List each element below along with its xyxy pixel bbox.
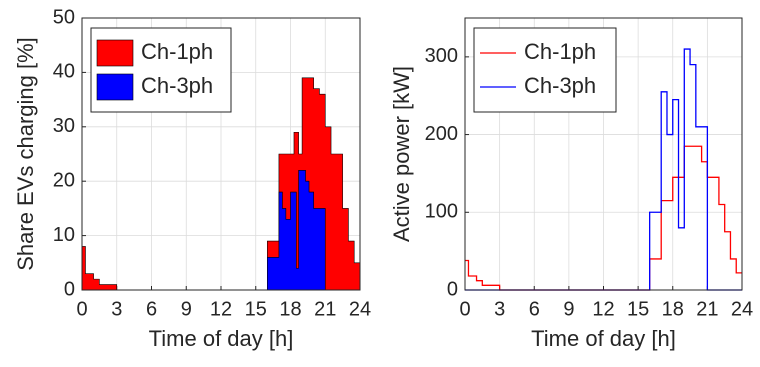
x-tick-label: 24 bbox=[731, 298, 753, 320]
x-tick-label: 3 bbox=[111, 298, 122, 320]
y-tick-label: 20 bbox=[53, 169, 75, 191]
y-tick-label: 300 bbox=[425, 45, 458, 67]
legend-label: Ch-1ph bbox=[524, 39, 596, 64]
legend-label: Ch-3ph bbox=[141, 73, 213, 98]
y-tick-label: 50 bbox=[53, 6, 75, 28]
x-tick-label: 9 bbox=[181, 298, 192, 320]
y-axis-label: Share EVs charging [%] bbox=[13, 37, 38, 271]
x-axis-label: Time of day [h] bbox=[149, 326, 294, 351]
y-tick-label: 30 bbox=[53, 115, 75, 137]
legend-swatch bbox=[96, 39, 134, 67]
y-tick-label: 200 bbox=[425, 123, 458, 145]
x-tick-label: 18 bbox=[662, 298, 684, 320]
chart: 0 3 6 9 12 15 18 21 24 0 10 20 30 40 50 Time of day [h]… bbox=[13, 6, 371, 351]
x-tick-label: 24 bbox=[349, 298, 371, 320]
x-tick-label: 3 bbox=[494, 298, 505, 320]
x-tick-label: 21 bbox=[696, 298, 718, 320]
legend-box bbox=[473, 27, 617, 113]
legend-label: Ch-1ph bbox=[141, 39, 213, 64]
legend-swatch bbox=[96, 73, 134, 101]
x-tick-label: 0 bbox=[76, 298, 87, 320]
x-tick-label: 0 bbox=[459, 298, 470, 320]
y-axis-label: Active power [kW] bbox=[389, 66, 414, 242]
axes-box bbox=[81, 17, 361, 291]
x-tick-label: 12 bbox=[210, 298, 232, 320]
x-tick-label: 6 bbox=[146, 298, 157, 320]
x-tick-label: 15 bbox=[245, 298, 267, 320]
chart: 0 3 6 9 12 15 18 21 24 0 100 200 300 Time of day [h] A… bbox=[389, 17, 753, 351]
x-tick-label: 9 bbox=[563, 298, 574, 320]
x-tick-label: 12 bbox=[592, 298, 614, 320]
y-tick-label: 40 bbox=[53, 61, 75, 83]
axes-box bbox=[464, 17, 743, 291]
legend-label: Ch-3ph bbox=[524, 73, 596, 98]
y-tick-label: 0 bbox=[64, 278, 75, 300]
x-tick-label: 21 bbox=[314, 298, 336, 320]
y-tick-label: 0 bbox=[447, 278, 458, 300]
legend: Ch-1ph Ch-3ph bbox=[90, 27, 232, 113]
y-tick-label: 100 bbox=[425, 201, 458, 223]
legend: Ch-1ph Ch-3ph bbox=[473, 27, 617, 113]
x-tick-label: 6 bbox=[529, 298, 540, 320]
y-tick-label: 10 bbox=[53, 224, 75, 246]
x-tick-label: 15 bbox=[627, 298, 649, 320]
x-tick-label: 18 bbox=[279, 298, 301, 320]
line bbox=[465, 145, 742, 291]
x-axis-label: Time of day [h] bbox=[531, 326, 676, 351]
